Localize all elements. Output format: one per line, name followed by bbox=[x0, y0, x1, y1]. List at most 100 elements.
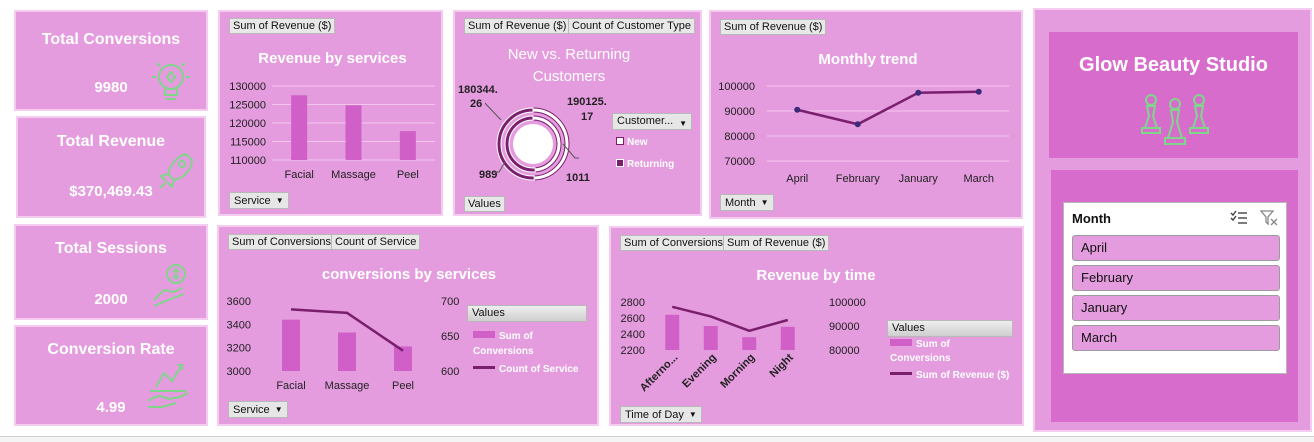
service-axis-dropdown[interactable]: Service ▼ bbox=[228, 401, 288, 418]
revenue-services-chart: 130000 125000 120000 115000 110000 Facial Mass… bbox=[229, 81, 435, 181]
y-tick-label: 2600 bbox=[621, 313, 645, 325]
chart-title-line1: New vs. Returning bbox=[507, 46, 631, 63]
y-tick-label: 90000 bbox=[724, 106, 755, 118]
legend-title: Values bbox=[887, 320, 1013, 337]
y-tick-label: 3400 bbox=[227, 319, 251, 331]
month-axis-dropdown[interactable]: Month ▼ bbox=[720, 194, 774, 211]
data-label: 26 bbox=[470, 98, 483, 110]
kpi-value: 4.99 bbox=[96, 399, 126, 416]
legend-item-new: New bbox=[616, 137, 648, 148]
x-tick-label: Evening bbox=[680, 352, 719, 391]
values-field-button[interactable]: Values bbox=[464, 196, 505, 212]
customer-type-dropdown[interactable]: Customer... ▼ bbox=[612, 113, 692, 130]
field-button-sum-revenue[interactable]: Sum of Revenue ($) bbox=[229, 18, 336, 34]
revenue-by-time-panel: Sum of Conversions Sum of Revenue ($) Re… bbox=[609, 226, 1024, 426]
legend-swatch bbox=[890, 339, 912, 346]
leader-line bbox=[485, 102, 502, 121]
chart-title: Revenue by services bbox=[258, 50, 407, 67]
data-label: 989 bbox=[479, 169, 498, 181]
legend-item-sum-revenue: Sum of Revenue ($) bbox=[890, 370, 1009, 381]
data-label: 1011 bbox=[566, 172, 590, 184]
slicer-item-january[interactable]: January bbox=[1072, 295, 1280, 321]
slicer-container: Month April February January March bbox=[1051, 170, 1298, 422]
x-tick-label: March bbox=[963, 173, 994, 185]
field-button-sum-revenue[interactable]: Sum of Revenue ($) bbox=[723, 235, 830, 251]
revenue-by-services-panel: Sum of Revenue ($) Revenue by services 1… bbox=[218, 10, 443, 216]
y-tick-label: 110000 bbox=[230, 155, 266, 167]
chart-title: conversions by services bbox=[321, 266, 497, 283]
y-tick-label: 3600 bbox=[227, 296, 251, 308]
y2-tick-label: 600 bbox=[441, 366, 459, 378]
legend-swatch bbox=[473, 366, 495, 369]
y-tick-label: 100000 bbox=[718, 81, 755, 93]
field-button-count-customer-type[interactable]: Count of Customer Type bbox=[568, 18, 696, 34]
field-button-sum-conversions[interactable]: Sum of Conversions bbox=[620, 235, 728, 251]
chart-title: Revenue by time bbox=[756, 267, 876, 284]
kpi-title: Total Sessions bbox=[55, 240, 167, 257]
brand-title: Glow Beauty Studio bbox=[1079, 54, 1268, 76]
x-tick-label: Facial bbox=[276, 380, 305, 392]
data-label: 180344. bbox=[458, 84, 498, 96]
sheet-tab-strip bbox=[0, 436, 1314, 442]
x-tick-label: April bbox=[786, 173, 808, 185]
kpi-title: Conversion Rate bbox=[47, 341, 175, 358]
data-label: 190125. bbox=[567, 96, 607, 108]
y-tick-label: 2800 bbox=[621, 297, 645, 309]
series-line bbox=[290, 308, 404, 352]
kpi-value: 9980 bbox=[94, 79, 128, 96]
customer-type-panel: Sum of Revenue ($) Count of Customer Typ… bbox=[453, 10, 702, 216]
y-tick-label: 125000 bbox=[229, 100, 266, 112]
kpi-value: 2000 bbox=[94, 291, 128, 308]
slicer-item-february[interactable]: February bbox=[1072, 265, 1280, 291]
time-of-day-axis-dropdown[interactable]: Time of Day ▼ bbox=[620, 406, 702, 423]
x-tick-label: Morning bbox=[718, 352, 757, 391]
field-button-sum-revenue[interactable]: Sum of Revenue ($) bbox=[720, 19, 827, 35]
y-tick-label: 80000 bbox=[724, 131, 755, 143]
field-button-count-service[interactable]: Count of Service bbox=[331, 234, 421, 250]
brand-header: Glow Beauty Studio bbox=[1049, 32, 1298, 158]
slicer-item-march[interactable]: March bbox=[1072, 325, 1280, 351]
legend-item-returning: Returning bbox=[616, 159, 674, 170]
legend-item-sum-conversions: Sum of Conversions bbox=[473, 331, 534, 357]
chart-title: Monthly trend bbox=[818, 51, 918, 68]
x-tick-label: Massage bbox=[325, 380, 370, 392]
legend-swatch bbox=[616, 137, 624, 145]
x-tick-label: January bbox=[899, 173, 939, 185]
bar bbox=[399, 131, 416, 160]
y2-tick-label: 650 bbox=[441, 331, 459, 343]
y-tick-label: 2200 bbox=[621, 345, 645, 357]
bar bbox=[665, 314, 680, 350]
month-slicer: Month April February January March bbox=[1063, 202, 1287, 374]
field-button-sum-conversions[interactable]: Sum of Conversions bbox=[228, 234, 336, 250]
slicer-title: Month bbox=[1072, 211, 1111, 226]
clear-filter-icon[interactable] bbox=[1260, 210, 1278, 226]
rocket-icon bbox=[159, 152, 194, 189]
bar bbox=[345, 105, 362, 160]
revenue-time-chart: 2800 2600 2400 2200 100000 90000 80000 Afterno.… bbox=[621, 297, 866, 395]
data-label: 17 bbox=[581, 111, 594, 123]
bar bbox=[338, 332, 356, 371]
x-tick-label: February bbox=[836, 173, 881, 185]
y-tick-label: 3200 bbox=[227, 343, 251, 355]
slicer-item-april[interactable]: April bbox=[1072, 235, 1280, 261]
kpi-title: Total Revenue bbox=[56, 133, 166, 150]
data-point bbox=[854, 121, 861, 128]
conversions-services-chart: 3600 3400 3200 3000 700 650 600 Facial Massage Pe… bbox=[227, 296, 460, 392]
monthly-trend-chart: 100000 90000 80000 70000 April February Januar… bbox=[718, 81, 1009, 185]
bar bbox=[780, 326, 795, 350]
service-axis-dropdown[interactable]: Service ▼ bbox=[229, 192, 289, 209]
legend-item-sum-conversions: Sum of Conversions bbox=[890, 339, 951, 364]
field-button-sum-revenue[interactable]: Sum of Revenue ($) bbox=[464, 18, 571, 34]
bar bbox=[282, 319, 300, 371]
kpi-card-conversion-rate: Conversion Rate 4.99 bbox=[14, 325, 208, 426]
x-tick-label: Afterno... bbox=[638, 352, 681, 395]
bar bbox=[742, 337, 757, 350]
bar bbox=[394, 346, 412, 371]
monthly-trend-panel: Sum of Revenue ($) Monthly trend 100000 9… bbox=[709, 10, 1023, 219]
y2-tick-label: 80000 bbox=[829, 345, 860, 357]
series-line bbox=[796, 90, 979, 126]
y2-tick-label: 90000 bbox=[829, 321, 860, 333]
multi-select-icon[interactable] bbox=[1230, 210, 1248, 226]
data-point bbox=[975, 88, 982, 95]
legend-swatch bbox=[616, 159, 624, 167]
